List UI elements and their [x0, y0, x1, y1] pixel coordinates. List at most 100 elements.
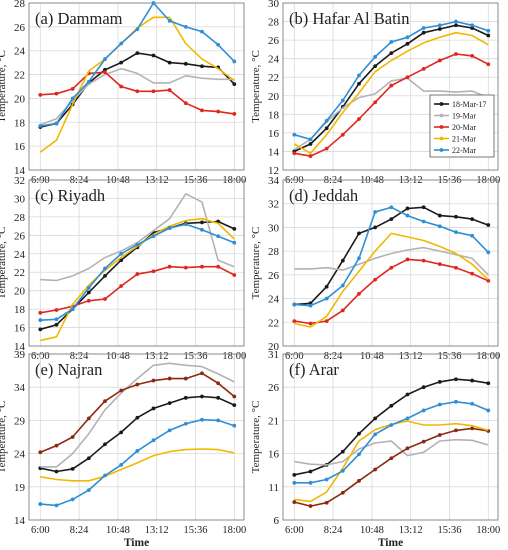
data-point	[421, 439, 426, 444]
data-point	[103, 70, 107, 75]
x-tick-label: 18:00	[476, 525, 500, 536]
data-point	[405, 392, 410, 397]
data-point	[135, 27, 140, 32]
data-point	[151, 234, 156, 239]
data-point	[486, 408, 491, 413]
data-point	[324, 146, 329, 151]
data-point	[119, 60, 124, 65]
series-line-1	[294, 378, 489, 476]
plot-frame	[282, 2, 499, 171]
x-tick-label: 10:48	[360, 525, 384, 536]
data-point	[183, 24, 188, 29]
data-point	[183, 395, 188, 400]
data-point	[405, 213, 410, 218]
data-point	[292, 151, 297, 156]
data-point	[389, 265, 394, 270]
legend-marker	[439, 102, 444, 106]
legend-marker	[439, 136, 444, 141]
data-point	[357, 117, 361, 121]
y-tick-label: 26	[14, 22, 26, 34]
y-tick-label: 18	[268, 109, 280, 121]
y-tick-label: 24	[268, 294, 280, 306]
data-point	[470, 26, 475, 30]
y-tick-label: 16	[268, 449, 280, 461]
data-point	[454, 52, 458, 56]
data-point	[437, 23, 442, 28]
data-point	[292, 132, 297, 137]
data-point	[200, 227, 204, 232]
x-tick-label: 6:00	[31, 525, 50, 536]
series-line-2	[294, 438, 489, 466]
y-tick-label: 28	[268, 246, 280, 258]
data-point	[151, 1, 156, 5]
data-point	[421, 258, 426, 263]
data-point	[405, 41, 410, 46]
data-point	[357, 256, 361, 261]
y-tick-label: 32	[268, 199, 279, 211]
y-tick-label: 6	[274, 515, 280, 527]
legend-marker	[439, 125, 444, 129]
data-point	[216, 395, 221, 400]
data-point	[421, 408, 426, 413]
y-tick-label: 20	[14, 93, 26, 105]
data-point	[119, 388, 124, 393]
data-point	[200, 220, 204, 225]
panel-title: (a) Dammam	[35, 9, 123, 28]
data-point	[308, 303, 313, 308]
y-tick-label: 30	[14, 193, 26, 205]
data-point	[340, 308, 345, 313]
data-point	[470, 23, 475, 28]
y-axis-title: Temperature, °C	[0, 227, 8, 300]
data-point	[232, 240, 237, 245]
data-point	[292, 302, 297, 307]
y-tick-label: 18	[14, 304, 26, 316]
data-point	[103, 266, 107, 271]
x-tick-label: 8:24	[324, 525, 343, 536]
data-point	[421, 205, 426, 210]
y-tick-label: 14	[14, 165, 26, 177]
data-point	[200, 417, 204, 422]
y-tick-label: 20	[14, 286, 26, 298]
y-tick-label: 11	[268, 482, 279, 494]
data-point	[421, 66, 426, 71]
data-point	[324, 296, 329, 301]
legend: 18-Mar-17 19-Mar 20-Mar 21-Mar 22-Mar	[429, 94, 495, 158]
data-point	[373, 416, 378, 421]
data-point	[421, 219, 426, 224]
data-point	[357, 478, 361, 483]
data-point	[103, 274, 107, 278]
data-point	[389, 423, 394, 427]
y-tick-label: 24	[268, 54, 280, 66]
data-point	[308, 321, 313, 326]
data-point	[405, 416, 410, 421]
data-point	[200, 29, 204, 34]
data-point	[232, 59, 237, 64]
data-point	[405, 206, 410, 211]
data-point	[86, 286, 91, 290]
y-tick-label: 30	[268, 222, 280, 234]
panel-title: (d) Jeddah	[289, 186, 359, 205]
data-point	[454, 214, 458, 219]
panel-title: (c) Riyadh	[35, 186, 106, 205]
panel-title: (b) Hafar Al Batin	[289, 9, 410, 28]
panel-6: 6 11 16 21 26 31 6:00 8:24 10:48 13:12 15:36 18:00 T…	[250, 349, 500, 549]
data-point	[167, 376, 172, 381]
data-point	[470, 53, 475, 58]
data-point	[340, 98, 345, 103]
data-point	[437, 27, 442, 31]
data-point	[86, 488, 91, 493]
plot-frame	[28, 2, 245, 171]
y-tick-label: 14	[268, 146, 280, 158]
data-point	[183, 421, 188, 426]
data-point	[373, 432, 378, 437]
y-tick-label: 16	[14, 141, 26, 153]
data-point	[486, 28, 491, 33]
data-point	[454, 23, 458, 28]
data-point	[421, 385, 426, 390]
data-point	[389, 40, 394, 44]
plot-frame	[282, 179, 499, 347]
data-point	[119, 84, 124, 89]
y-tick-label: 34	[268, 175, 280, 187]
